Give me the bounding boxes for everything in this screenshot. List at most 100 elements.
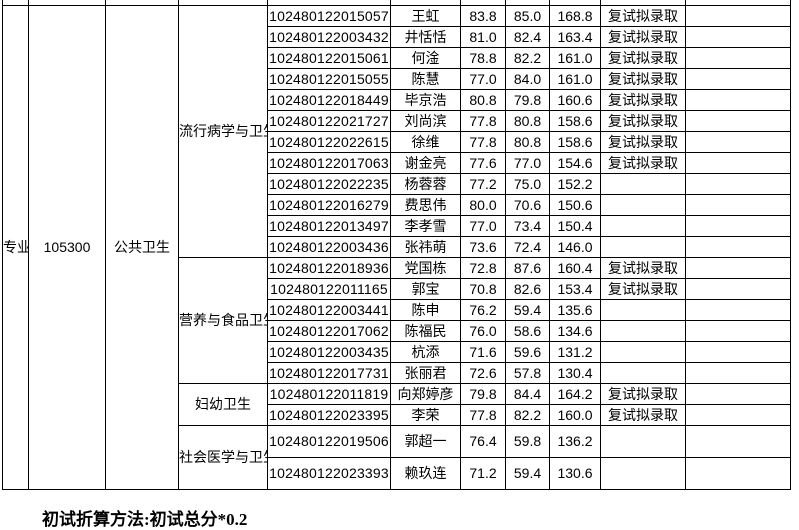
degree-type-cell: 专业学位 <box>2 5 29 490</box>
total-score-cell: 168.8 <box>549 5 601 27</box>
score2-cell: 79.8 <box>505 89 550 111</box>
table-row: 102480122016279 费思伟 80.0 70.6 150.6 <box>3 194 791 216</box>
score1-cell: 78.8 <box>460 47 506 69</box>
blank-cell <box>685 383 791 405</box>
table-row: 102480122017063 谢金亮 77.6 77.0 154.6 复试拟录… <box>3 152 791 174</box>
score2-cell: 77.0 <box>505 152 550 174</box>
status-cell: 复试拟录取 <box>600 257 686 279</box>
table-row: 102480122022615 徐维 77.8 80.8 158.6 复试拟录取 <box>3 131 791 153</box>
blank-cell <box>685 47 791 69</box>
table-row: 102480122017062 陈福民 76.0 58.6 134.6 <box>3 320 791 342</box>
score1-cell: 76.4 <box>460 425 506 458</box>
name-cell: 徐维 <box>390 131 461 153</box>
name-cell: 郭超一 <box>390 425 461 458</box>
table-row: 妇幼卫生 102480122011819 向郑婷彦 79.8 84.4 164.… <box>3 383 791 426</box>
score2-cell: 80.8 <box>505 110 550 132</box>
score1-cell: 77.0 <box>460 215 506 237</box>
score2-cell: 84.4 <box>505 383 550 405</box>
major-code-cell: 105300 <box>28 5 106 490</box>
blank-cell <box>685 278 791 300</box>
name-cell: 向郑婷彦 <box>390 383 461 405</box>
score1-cell: 80.0 <box>460 194 506 216</box>
score2-cell: 75.0 <box>505 173 550 195</box>
table-row: 社会医学与卫生事业管理 102480122019506 郭超一 76.4 59.… <box>3 425 791 490</box>
score1-cell: 81.0 <box>460 26 506 48</box>
student-id-cell: 102480122017062 <box>267 320 391 342</box>
score1-cell: 77.8 <box>460 131 506 153</box>
status-cell <box>600 173 686 195</box>
total-score-cell: 130.4 <box>549 362 601 384</box>
blank-cell <box>685 362 791 384</box>
score2-cell: 85.0 <box>505 5 550 27</box>
student-id-cell: 102480122022235 <box>267 173 391 195</box>
status-cell: 复试拟录取 <box>600 26 686 48</box>
status-cell <box>600 299 686 321</box>
blank-cell <box>685 131 791 153</box>
total-score-cell: 163.4 <box>549 26 601 48</box>
total-score-cell: 160.0 <box>549 404 601 426</box>
status-cell: 复试拟录取 <box>600 383 686 405</box>
student-id-cell: 102480122018936 <box>267 257 391 279</box>
total-score-cell: 136.2 <box>549 425 601 458</box>
table-row: 102480122021727 刘尚滨 77.8 80.8 158.6 复试拟录… <box>3 110 791 132</box>
specialization-cell: 妇幼卫生 <box>178 383 268 426</box>
score2-cell: 82.2 <box>505 47 550 69</box>
table-row: 专业学位 105300 公共卫生 流行病学与卫生统计学 102480122015… <box>2 5 791 490</box>
status-cell: 复试拟录取 <box>600 89 686 111</box>
student-id-cell: 102480122018449 <box>267 89 391 111</box>
score2-cell: 82.6 <box>505 278 550 300</box>
student-id-cell: 102480122013497 <box>267 215 391 237</box>
specialization-cell: 流行病学与卫生统计学 <box>178 5 268 258</box>
student-id-cell: 102480122003436 <box>267 236 391 258</box>
blank-cell <box>685 320 791 342</box>
total-score-cell: 153.4 <box>549 278 601 300</box>
total-score-cell: 130.6 <box>549 457 601 490</box>
major-name-cell: 公共卫生 <box>105 5 179 490</box>
blank-cell <box>685 110 791 132</box>
total-score-cell: 164.2 <box>549 383 601 405</box>
status-cell <box>600 236 686 258</box>
name-cell: 张丽君 <box>390 362 461 384</box>
student-id-cell: 102480122015057 <box>267 5 391 27</box>
blank-cell <box>685 68 791 90</box>
status-cell: 复试拟录取 <box>600 131 686 153</box>
total-score-cell: 160.6 <box>549 89 601 111</box>
table-row: 102480122017731 张丽君 72.6 57.8 130.4 <box>3 362 791 384</box>
total-score-cell: 158.6 <box>549 131 601 153</box>
student-id-cell: 102480122021727 <box>267 110 391 132</box>
student-id-cell: 102480122023393 <box>267 457 391 490</box>
student-id-cell: 102480122015061 <box>267 47 391 69</box>
status-cell <box>600 194 686 216</box>
name-cell: 党国栋 <box>390 257 461 279</box>
blank-cell <box>685 5 791 27</box>
blank-cell <box>685 89 791 111</box>
status-cell <box>600 215 686 237</box>
blank-cell <box>685 341 791 363</box>
blank-cell <box>685 404 791 426</box>
total-score-cell: 150.6 <box>549 194 601 216</box>
table-row: 102480122013497 李孝雪 77.0 73.4 150.4 <box>3 215 791 237</box>
name-cell: 李荣 <box>390 404 461 426</box>
status-cell: 复试拟录取 <box>600 110 686 132</box>
table-row: 102480122003435 杭添 71.6 59.6 131.2 <box>3 341 791 363</box>
score2-cell: 82.2 <box>505 404 550 426</box>
status-cell: 复试拟录取 <box>600 5 686 27</box>
specialization-cell: 社会医学与卫生事业管理 <box>178 425 268 490</box>
name-cell: 李孝雪 <box>390 215 461 237</box>
student-id-cell: 102480122015055 <box>267 68 391 90</box>
table-row: 102480122023395 李荣 77.8 82.2 160.0 复试拟录取 <box>3 404 791 426</box>
name-cell: 杭添 <box>390 341 461 363</box>
total-score-cell: 146.0 <box>549 236 601 258</box>
status-cell: 复试拟录取 <box>600 152 686 174</box>
student-id-cell: 102480122003435 <box>267 341 391 363</box>
blank-cell <box>685 26 791 48</box>
name-cell: 谢金亮 <box>390 152 461 174</box>
student-id-cell: 102480122003441 <box>267 299 391 321</box>
total-score-cell: 154.6 <box>549 152 601 174</box>
score2-cell: 59.4 <box>505 299 550 321</box>
score2-cell: 57.8 <box>505 362 550 384</box>
table-row: 102480122023393 赖玖连 71.2 59.4 130.6 <box>3 457 791 490</box>
status-cell <box>600 362 686 384</box>
name-cell: 毕京浩 <box>390 89 461 111</box>
name-cell: 张祎萌 <box>390 236 461 258</box>
